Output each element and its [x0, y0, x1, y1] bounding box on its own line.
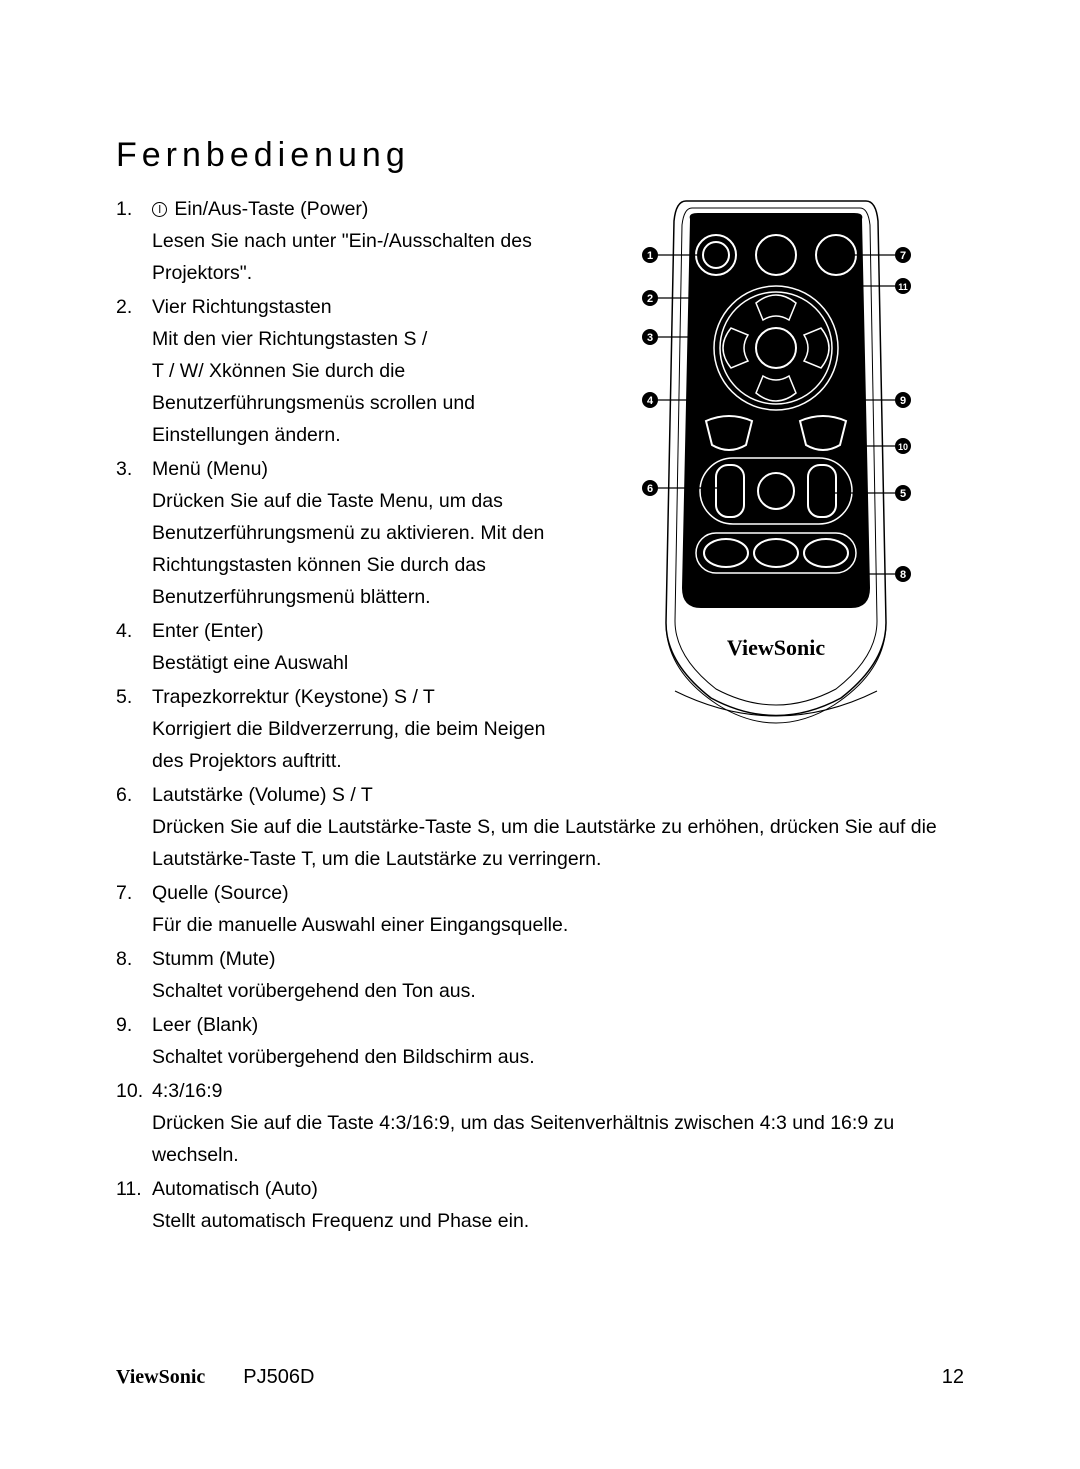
list-item: 9.Leer (Blank)Schaltet vorübergehend den…: [116, 1009, 964, 1073]
callout-number: 4: [647, 395, 654, 407]
list-item: 5.Trapezkorrektur (Keystone) S / TKorrig…: [116, 681, 546, 777]
list-item: 10.4:3/16:9Drücken Sie auf die Taste 4:3…: [116, 1075, 964, 1171]
list-item: 11.Automatisch (Auto)Stellt automatisch …: [116, 1173, 964, 1237]
power-icon: [152, 202, 167, 217]
callout-number: 9: [900, 395, 906, 407]
callout-number: 8: [900, 569, 906, 581]
callout-number: 3: [647, 332, 653, 344]
callout-number: 5: [900, 488, 906, 500]
brand-label: ViewSonic: [727, 635, 825, 660]
callout-number: 6: [647, 483, 653, 495]
page-footer: ViewSonic PJ506D 12: [116, 1366, 964, 1389]
list-item: 6.Lautstärke (Volume) S / TDrücken Sie a…: [116, 779, 964, 875]
list-item: 8.Stumm (Mute)Schaltet vorübergehend den…: [116, 943, 964, 1007]
callout-number: 11: [898, 282, 908, 292]
remote-diagram: ViewSonic 1 2 3 4 6 7 11 9 10 5 8: [566, 193, 976, 753]
footer-page: 12: [942, 1366, 964, 1389]
list-item: 7.Quelle (Source)Für die manuelle Auswah…: [116, 877, 964, 941]
feature-list-wide: 6.Lautstärke (Volume) S / TDrücken Sie a…: [116, 779, 964, 1237]
callout-number: 2: [647, 293, 653, 305]
list-item: 2.Vier RichtungstastenMit den vier Richt…: [116, 291, 546, 451]
page-title: Fernbedienung: [116, 136, 964, 175]
list-item: 3.Menü (Menu)Drücken Sie auf die Taste M…: [116, 453, 546, 613]
callout-number: 10: [898, 442, 908, 452]
feature-list-narrow: 1. Ein/Aus-Taste (Power)Lesen Sie nach u…: [116, 193, 546, 777]
callout-number: 1: [647, 250, 653, 262]
list-item: 4.Enter (Enter)Bestätigt eine Auswahl: [116, 615, 546, 679]
footer-model: PJ506D: [243, 1366, 314, 1389]
footer-brand: ViewSonic: [116, 1366, 205, 1389]
list-item: 1. Ein/Aus-Taste (Power)Lesen Sie nach u…: [116, 193, 546, 289]
callout-number: 7: [900, 250, 906, 262]
